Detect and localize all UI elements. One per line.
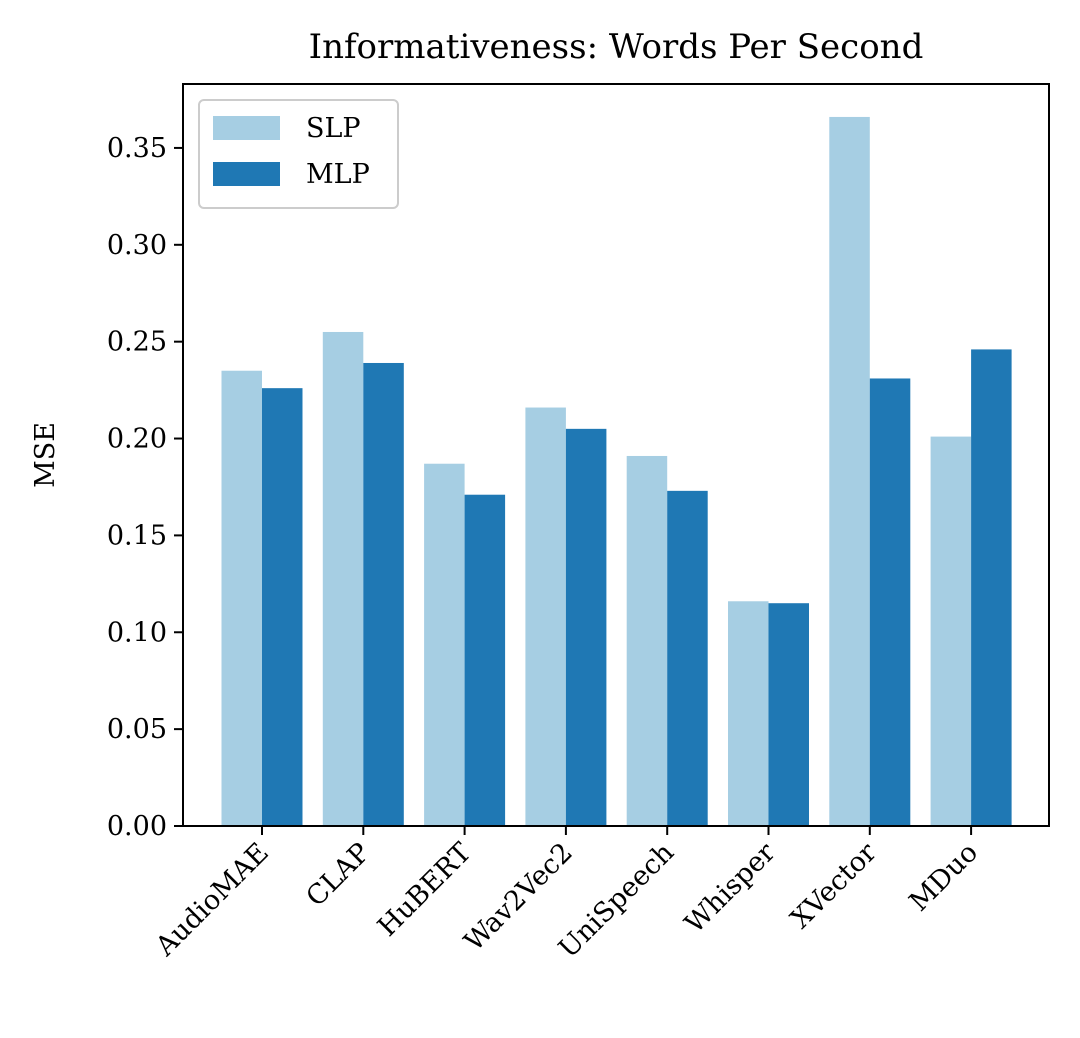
x-tick-label: XVector	[785, 837, 883, 935]
y-tick-label: 0.30	[107, 230, 167, 261]
bar-mlp-unispeech	[667, 490, 708, 826]
y-tick-label: 0.00	[107, 811, 167, 842]
y-tick-label: 0.25	[107, 327, 167, 358]
plot-frame	[182, 83, 1050, 827]
bar-slp-clap	[322, 331, 364, 826]
x-tick-label: MDuo	[903, 837, 984, 918]
y-tick-label: 0.20	[107, 424, 167, 455]
legend-swatch-slp	[213, 116, 280, 140]
bar-mlp-whisper	[768, 603, 809, 826]
bar-slp-hubert	[424, 463, 465, 826]
y-axis: 0.00 0.05 0.10 0.15 0.20 0.25 0.30 0.35	[107, 133, 183, 842]
bar-mlp-xvector	[869, 378, 911, 826]
bar-slp-whisper	[728, 601, 769, 826]
y-tick-label: 0.10	[107, 617, 167, 648]
legend-label-slp: SLP	[306, 113, 361, 144]
bar-slp-mduo	[930, 436, 972, 826]
legend: SLP MLP	[198, 99, 399, 209]
y-tick-label: 0.05	[107, 714, 167, 745]
bar-mlp-clap	[363, 362, 404, 826]
bar-slp-xvector	[829, 116, 870, 827]
x-tick-label: CLAP	[300, 837, 376, 913]
x-tick-label: Whisper	[679, 837, 781, 939]
x-tick-label: AudioMAE	[149, 837, 275, 963]
chart-title: Informativeness: Words Per Second	[309, 27, 924, 67]
x-tick-label: HuBERT	[372, 837, 478, 943]
legend-swatch-mlp	[213, 162, 280, 186]
bar-mlp-wav2vec2	[565, 428, 607, 826]
y-tick-label: 0.15	[107, 520, 167, 551]
y-axis-label: MSE	[30, 422, 61, 488]
bars-layer	[221, 116, 1012, 827]
legend-label-mlp: MLP	[306, 159, 370, 190]
bar-slp-wav2vec2	[525, 407, 566, 826]
bar-slp-audiomae	[221, 370, 262, 826]
bar-mlp-hubert	[464, 494, 506, 826]
bar-mlp-mduo	[971, 349, 1012, 826]
bar-slp-unispeech	[626, 455, 668, 826]
y-tick-label: 0.35	[107, 133, 167, 164]
bar-mlp-audiomae	[262, 388, 303, 826]
x-axis: AudioMAE CLAPHuBERTWav2Vec2UniSpeechWhisp…	[149, 826, 984, 964]
